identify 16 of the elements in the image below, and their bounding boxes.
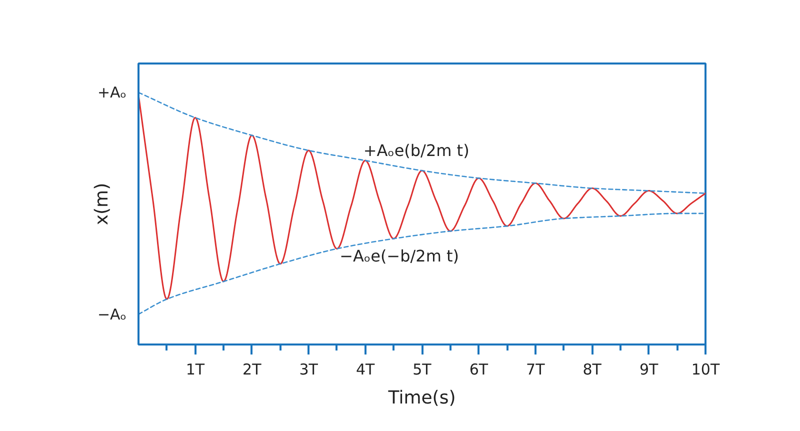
x-tick-label: 6T	[469, 360, 489, 378]
annotation: −Aₒ	[97, 305, 127, 324]
y-axis-title: x(m)	[91, 182, 112, 226]
x-tick-label: 2T	[242, 360, 262, 378]
x-tick-label: 7T	[526, 360, 546, 378]
x-tick-label: 8T	[582, 360, 602, 378]
x-tick-label: 9T	[639, 360, 659, 378]
x-tick-label: 5T	[412, 360, 432, 378]
x-axis-title: Time(s)	[387, 388, 456, 408]
annotation: +Aₒ	[97, 83, 127, 102]
annotation: −Aₒe(−b/2m t)	[340, 246, 460, 266]
x-tick-label: 1T	[186, 360, 206, 378]
annotation: +Aₒe(b/2m t)	[363, 141, 470, 160]
x-tick-label: 10T	[691, 360, 720, 378]
x-tick-label: 4T	[356, 360, 376, 378]
x-tick-label: 3T	[299, 360, 319, 378]
